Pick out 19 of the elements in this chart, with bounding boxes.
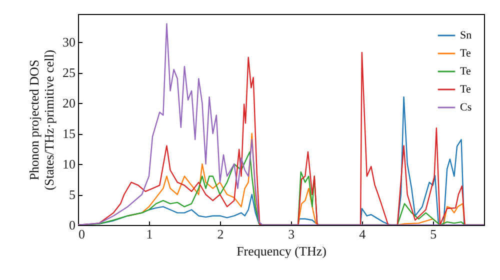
y-tick-label: 20: [62, 96, 76, 111]
y-tick-label: 5: [69, 187, 76, 202]
legend-label: Te: [460, 48, 471, 60]
x-tick-label: 2: [217, 226, 224, 242]
y-tick-label: 10: [62, 156, 76, 172]
x-tick-label: 0: [78, 226, 85, 242]
x-axis-title: Frequency (THz): [236, 244, 326, 258]
legend-label: Cs: [460, 102, 472, 114]
y-tick-label: 30: [62, 34, 76, 50]
x-tick-label: 3: [288, 226, 295, 242]
legend-label: Te: [460, 66, 471, 78]
legend-label: Sn: [460, 30, 472, 42]
legend-label: Te: [460, 84, 471, 96]
x-tick-label: 5: [430, 226, 437, 242]
y-tick-label: 25: [62, 65, 76, 80]
y-axis-title: Phonon projected DOS (States/THz·primitive cell): [26, 50, 56, 190]
x-tick-label: 4: [359, 226, 366, 242]
y-tick-label: 15: [62, 126, 76, 142]
x-tick-label: 1: [146, 226, 153, 242]
